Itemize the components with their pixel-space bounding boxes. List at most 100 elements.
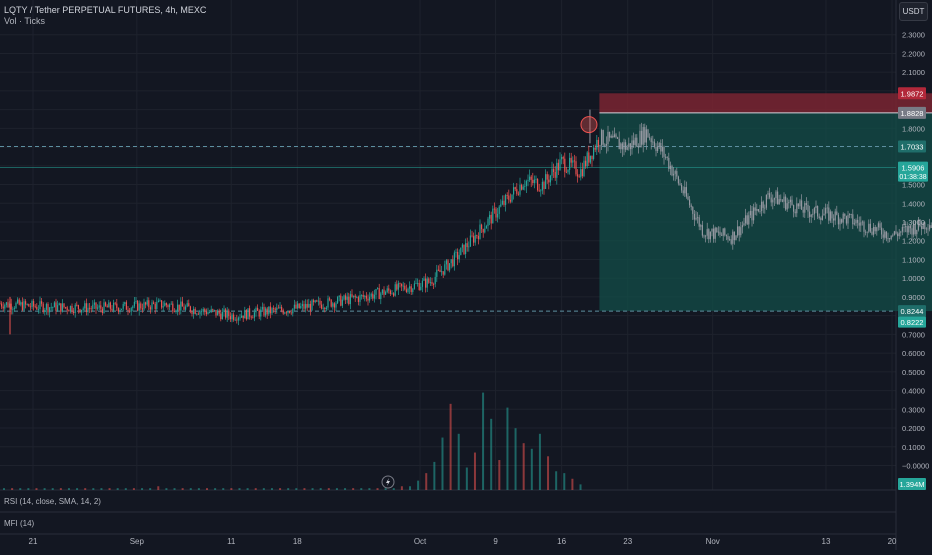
candle [506,192,508,200]
volume-bar [384,488,387,490]
entry-price-tag-bg [898,106,926,119]
candle [36,303,38,311]
candle [13,306,15,312]
candle [225,307,227,320]
y-tick-label: 1.4000 [902,199,925,208]
entry-price-tag[interactable]: 1.8828 [901,109,924,118]
candle [845,215,847,226]
candle [778,194,780,205]
candle [863,220,865,238]
volume-bar [254,488,257,490]
candle [684,180,686,197]
candle [519,177,521,197]
stop-price-tag[interactable]: 1.9872 [901,89,924,98]
candle [402,281,404,292]
candle [807,200,809,219]
candle [49,306,51,318]
candle [485,224,487,229]
volume-bar [441,437,444,490]
candle [337,295,339,304]
candle [63,303,65,309]
candle [407,287,409,294]
candle [869,219,871,234]
take-profit-zone[interactable] [599,112,932,312]
candle [15,301,17,310]
candle [300,302,302,310]
candle [565,166,567,174]
candle [546,171,548,184]
candle [113,299,115,313]
candle [914,220,916,237]
candle [169,303,171,311]
candle [724,227,726,237]
candle [463,244,465,256]
y-tick-label: 0.4000 [902,387,925,396]
volume-bar [522,443,525,490]
volume-tag-bg [898,478,926,490]
candle [644,123,646,146]
mfi-indicator-label[interactable]: MFI (14) [4,519,35,528]
candle [756,203,758,216]
candle [669,161,671,176]
candle [639,124,641,148]
candle [820,216,822,225]
candle [666,156,668,161]
candle [601,128,603,151]
stop-loss-zone[interactable] [599,93,932,113]
volume-last-tag[interactable]: 1.394M [899,480,924,489]
volume-bar [563,473,566,490]
volume-bar [433,461,436,490]
candle [132,305,134,312]
symbol-title[interactable]: LQTY / Tether PERPETUAL FUTURES, 4h, MEX… [4,5,207,15]
volume-bar [27,488,30,490]
candle [386,285,388,294]
candle [573,154,575,169]
candle [444,260,446,276]
target-price-tag[interactable]: 0.8244 [901,307,924,316]
candle [799,198,801,210]
rsi-indicator-label[interactable]: RSI (14, close, SMA, 14, 2) [4,497,101,506]
candle [153,300,155,305]
volume-bar [270,488,273,490]
hline-price-tag[interactable]: 1.7033 [901,142,924,151]
volume-bar [132,488,135,490]
symbol-header: LQTY / Tether PERPETUAL FUTURES, 4h, MEX… [4,5,206,27]
candle [143,298,145,311]
candle [306,299,308,312]
volume-bar [51,488,54,490]
candle [287,310,289,317]
candle [559,152,561,171]
candle [172,301,174,314]
y-tick-label: 2.3000 [902,31,925,40]
candle [385,290,387,295]
candle [695,211,697,221]
candle [148,297,150,311]
candle [156,297,158,312]
currency-button[interactable]: USDT [899,2,928,21]
volume-indicator-label[interactable]: Vol · Ticks [4,16,46,26]
candle [796,197,798,218]
candle [844,213,846,220]
candle [617,136,619,140]
candle [730,235,732,246]
candle [548,174,550,190]
candle [818,213,820,220]
candle [665,153,667,160]
last-price-tag[interactable]: 1.5906 [902,164,925,173]
candle [732,229,734,250]
volume-bar [3,488,5,490]
candle [428,277,430,284]
entry-marker[interactable] [580,116,598,134]
candle [263,303,265,318]
low-price-tag[interactable]: 0.8222 [901,318,924,327]
candle [2,301,4,312]
candle [357,295,359,306]
candle [810,214,812,223]
candle [60,303,62,315]
candle [154,301,156,314]
candle [285,311,287,316]
x-tick-label: Nov [706,537,720,546]
y-tick-label: 1.3000 [902,218,925,227]
